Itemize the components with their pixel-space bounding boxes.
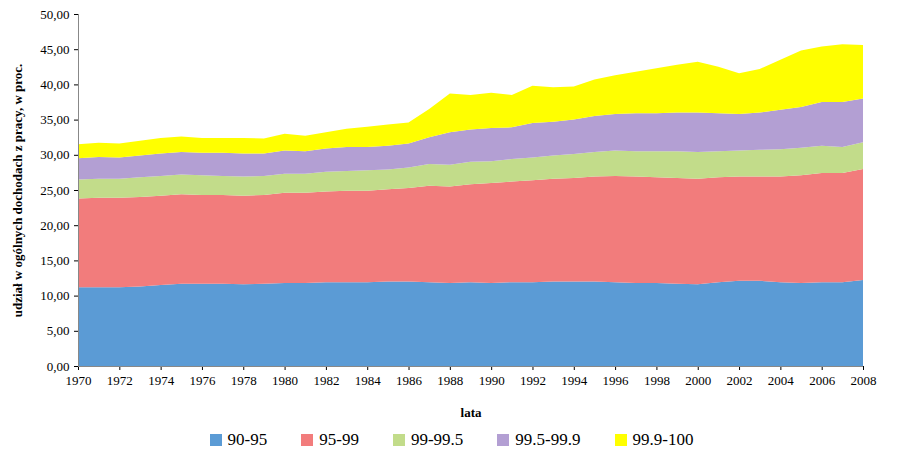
svg-text:40,00: 40,00 [40, 77, 69, 92]
svg-text:2008: 2008 [851, 373, 877, 388]
svg-text:5,00: 5,00 [47, 323, 70, 338]
svg-text:20,00: 20,00 [40, 218, 69, 233]
svg-text:0,00: 0,00 [47, 359, 70, 374]
svg-text:30,00: 30,00 [40, 147, 69, 162]
svg-text:1976: 1976 [189, 373, 216, 388]
svg-text:udział w ogólnych dochodach z: udział w ogólnych dochodach z pracy, w p… [10, 64, 25, 318]
svg-text:1974: 1974 [148, 373, 175, 388]
svg-text:1992: 1992 [520, 373, 546, 388]
svg-text:2002: 2002 [727, 373, 753, 388]
svg-text:1980: 1980 [272, 373, 298, 388]
svg-text:15,00: 15,00 [40, 253, 69, 268]
svg-text:2004: 2004 [768, 373, 795, 388]
svg-text:35,00: 35,00 [40, 112, 69, 127]
html-text:90-95: 90-95 [227, 430, 268, 449]
svg-text:1972: 1972 [107, 373, 133, 388]
svg-text:45,00: 45,00 [40, 42, 69, 57]
svg-text:1996: 1996 [603, 373, 630, 388]
svg-text:1990: 1990 [479, 373, 505, 388]
svg-text:1978: 1978 [231, 373, 257, 388]
svg-text:1970: 1970 [66, 373, 92, 388]
svg-text:10,00: 10,00 [40, 288, 69, 303]
svg-text:lata: lata [461, 405, 482, 420]
svg-text:1984: 1984 [355, 373, 382, 388]
svg-text:1986: 1986 [396, 373, 423, 388]
svg-text:50,00: 50,00 [40, 7, 69, 22]
html-text:99-99.5: 99-99.5 [410, 430, 464, 449]
svg-text:25,00: 25,00 [40, 183, 69, 198]
svg-text:1988: 1988 [437, 373, 463, 388]
svg-text:2006: 2006 [809, 373, 836, 388]
svg-text:1998: 1998 [644, 373, 670, 388]
svg-text:1994: 1994 [561, 373, 588, 388]
html-text:99.9-100: 99.9-100 [632, 430, 694, 449]
html-text:95-99: 95-99 [319, 430, 359, 449]
svg-text:2000: 2000 [685, 373, 711, 388]
svg-text:1982: 1982 [313, 373, 339, 388]
html-text:99.5-99.9: 99.5-99.9 [515, 430, 581, 449]
